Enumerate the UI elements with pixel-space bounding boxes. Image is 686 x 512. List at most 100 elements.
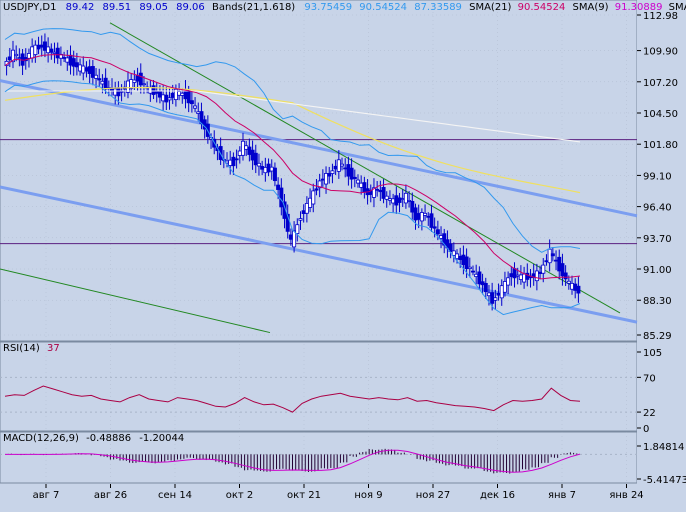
price-tick-label: 85.29 [643,331,672,342]
candle-body [285,213,290,232]
candle-body [474,273,479,277]
candle-body [116,87,121,97]
candle-body [7,56,12,61]
candle-body [362,182,367,193]
time-tick-label: сен 14 [158,490,192,501]
bollinger-lower [4,80,581,316]
candle-body [180,92,185,96]
candle-body [71,58,76,67]
candle-body [387,198,392,201]
candle-body [263,167,268,174]
candle-body [237,150,242,156]
candle-body [74,62,79,68]
candle-body [423,212,428,216]
low-value: 89.05 [139,2,168,13]
rsi-label: RSI(14) [3,343,40,354]
candle-body [39,44,44,48]
candle-body [100,80,105,85]
candle-body [483,282,488,293]
bands-mid: 90.54524 [359,2,407,13]
candle-body [464,256,469,270]
macd-signal-line [5,449,581,473]
price-tick-label: 104.50 [643,109,678,120]
candle-body [250,149,255,161]
sma21-line [4,54,581,280]
candle-body [288,234,293,240]
time-tick-label: окт 2 [226,490,254,501]
candle-body [301,210,306,214]
time-scale[interactable] [0,484,686,512]
candle-body [413,207,418,221]
candle-body [330,170,335,174]
price-header: USDJPY,D1 89.42 89.51 89.05 89.06 Bands(… [3,2,686,13]
bollinger-upper [4,28,581,253]
candle-body [439,235,444,239]
candle-body [346,164,351,177]
candle-body [240,140,245,156]
rsi-tick-label: 0 [643,424,649,435]
candle-body [522,273,527,283]
candle-body [515,274,520,277]
candle-body [426,215,431,218]
time-tick-label: окт 21 [287,490,321,501]
candle-body [97,78,102,81]
candle-body [336,159,341,172]
price-pane[interactable] [0,0,638,342]
rsi-pane[interactable] [0,341,638,432]
candle-body [17,57,22,60]
candle-body [534,270,539,282]
support-trendline [0,268,271,334]
candle-body [78,64,83,72]
candle-body [352,176,357,180]
rsi-value: 37 [47,343,60,354]
candle-body [84,67,89,72]
price-tick-label: 93.70 [643,234,672,245]
high-value: 89.51 [103,2,132,13]
candle-body [167,97,172,101]
price-tick-label: 91.00 [643,265,672,276]
candle-body [30,46,35,59]
candle-body [49,48,54,53]
candle-body [327,173,332,177]
candle-body [557,256,562,272]
candle-body [518,274,523,280]
candle-body [52,51,57,54]
time-tick-label: янв 24 [609,490,643,501]
candle-body [480,281,485,286]
candle-body [295,224,300,234]
candle-body [266,163,271,173]
candle-body [68,54,73,66]
candle-body [566,280,571,284]
candle-body [375,188,380,191]
candle-body [403,192,408,204]
close-value: 89.06 [176,2,205,13]
candle-body [451,250,456,256]
candle-body [269,166,274,172]
candle-body [324,173,329,185]
candle-body [33,44,38,56]
candle-body [244,145,249,150]
candle-body [157,90,162,98]
macd-main-value: -0.48886 [86,433,131,444]
candle-body [186,90,191,104]
candle-body [547,248,552,264]
macd-signal-value: -1.20044 [139,433,184,444]
trend-overlays [0,22,638,334]
candle-body [46,46,51,54]
rsi-tick-label: 70 [643,373,656,384]
candle-body [170,92,175,98]
candle-body [311,190,316,205]
price-scale[interactable] [637,0,686,484]
candle-body [14,53,19,57]
candle-body [234,158,239,161]
candle-body [113,88,118,96]
candle-body [407,200,412,202]
resistance-trendline [109,22,621,314]
candle-body [320,178,325,181]
time-tick-label: ноя 9 [354,490,382,501]
candle-body [470,270,475,273]
sma100-line [4,86,581,194]
candle-body [65,57,70,63]
sma9-value: 91.30889 [615,2,663,13]
candle-body [247,146,252,155]
